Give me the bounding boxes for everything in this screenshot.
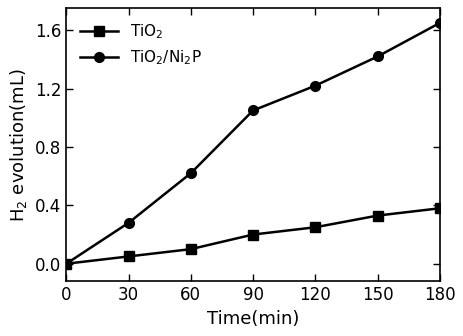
TiO$_2$ — [188, 247, 193, 251]
Line: TiO$_2$: TiO$_2$ — [61, 203, 444, 268]
Legend: TiO$_2$, TiO$_2$/Ni$_2$P: TiO$_2$, TiO$_2$/Ni$_2$P — [74, 16, 208, 73]
TiO$_2$/Ni$_2$P — [125, 221, 131, 225]
TiO$_2$ — [374, 214, 380, 218]
TiO$_2$/Ni$_2$P — [188, 171, 193, 175]
TiO$_2$/Ni$_2$P — [374, 54, 380, 58]
TiO$_2$ — [63, 262, 69, 266]
Y-axis label: H$_2$ evolution(mL): H$_2$ evolution(mL) — [8, 68, 29, 222]
TiO$_2$ — [250, 233, 255, 237]
TiO$_2$/Ni$_2$P — [250, 109, 255, 113]
TiO$_2$/Ni$_2$P — [312, 84, 318, 88]
Line: TiO$_2$/Ni$_2$P: TiO$_2$/Ni$_2$P — [61, 18, 444, 268]
TiO$_2$/Ni$_2$P — [63, 262, 69, 266]
TiO$_2$ — [312, 225, 318, 229]
TiO$_2$ — [125, 254, 131, 258]
TiO$_2$/Ni$_2$P — [436, 21, 442, 25]
TiO$_2$ — [436, 206, 442, 210]
X-axis label: Time(min): Time(min) — [206, 310, 299, 328]
